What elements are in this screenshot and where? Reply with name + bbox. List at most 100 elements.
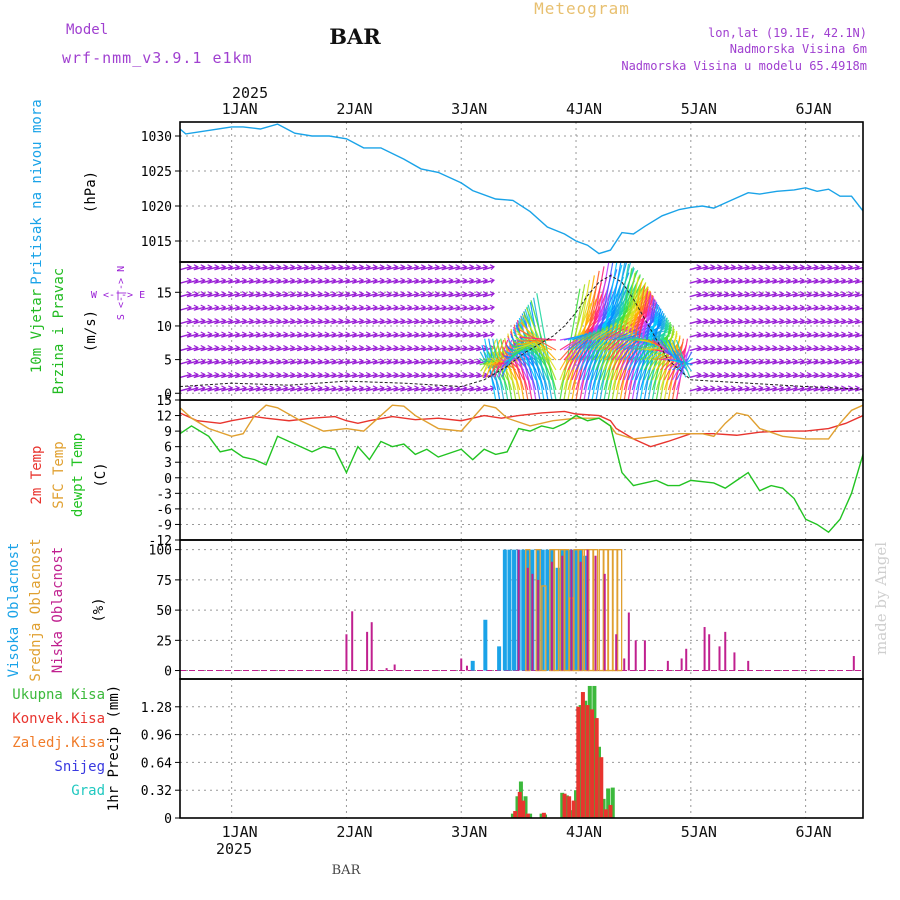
wind-arrow <box>434 279 447 284</box>
wind-arrow <box>469 360 481 365</box>
cloud-high-title: Visoka Oblacnost <box>6 543 22 678</box>
year-bottom: 2025 <box>216 840 252 858</box>
wind-arrow <box>193 279 205 284</box>
wind-arrow <box>180 373 192 379</box>
wind-arrow <box>413 360 426 365</box>
precip-conv-bar <box>525 813 530 818</box>
cloud-high-bar <box>564 549 569 671</box>
wind-arrow <box>241 333 254 338</box>
cloud-low-bar <box>634 640 637 671</box>
coords-text: lon,lat (19.1E, 42.1N) <box>708 26 867 40</box>
cloud-high-bar <box>507 549 512 671</box>
wind-arrow <box>352 360 364 365</box>
wind-arrow <box>372 319 385 325</box>
wind-arrow <box>393 346 405 352</box>
wind-arrow <box>386 306 398 311</box>
wind-arrow <box>758 387 770 392</box>
wind-arrow <box>400 346 412 352</box>
wind-arrow <box>413 279 426 284</box>
storm-wind-vector <box>611 272 636 400</box>
wind-arrow <box>737 346 750 352</box>
storm-wind-vector <box>559 295 587 391</box>
wind-arrow <box>696 292 708 298</box>
bottom-day-label: 4JAN <box>566 823 602 841</box>
precip-total-bar <box>564 795 569 818</box>
wind-arrow <box>317 333 329 338</box>
wind-arrow <box>689 319 701 325</box>
wind-arrow <box>221 373 233 379</box>
wind-arrow <box>744 360 756 365</box>
wind-arrow <box>427 319 440 325</box>
wind-arrow <box>854 307 863 311</box>
wind-arrow <box>806 373 818 379</box>
wind-arrow <box>317 373 329 379</box>
wind-arrow <box>290 387 302 392</box>
wind-arrow <box>710 292 722 298</box>
wind-arrow <box>180 360 192 365</box>
wind-arrow <box>779 360 791 365</box>
wind-arrow <box>427 266 440 271</box>
wind-arrow <box>317 279 329 284</box>
wind-arrow <box>772 373 784 379</box>
wind-arrow <box>386 360 398 365</box>
wind-arrow <box>296 266 309 271</box>
precip-total-bar <box>523 796 528 818</box>
wind-arrow <box>758 279 770 284</box>
wind-arrow <box>820 306 832 311</box>
wind-arrow <box>455 333 467 338</box>
wind-arrow <box>469 319 481 325</box>
wind-arrow <box>180 346 192 352</box>
wind-arrow <box>696 306 708 311</box>
wind-arrow <box>482 373 495 379</box>
wind-arrow <box>200 266 212 271</box>
wind-arrow <box>296 306 309 311</box>
bottom-day-label: 1JAN <box>222 823 258 841</box>
wind-arrow <box>310 266 323 271</box>
cloud-low-bar <box>852 656 855 671</box>
wind-arrow <box>200 319 212 325</box>
wind-arrow <box>214 360 226 365</box>
wind-arrow <box>338 306 350 311</box>
wind-arrow <box>841 292 853 298</box>
wind-arrow <box>269 387 281 392</box>
wind-arrowhead <box>869 319 873 324</box>
wind-arrow <box>730 266 743 271</box>
wind-arrow <box>283 333 295 338</box>
cloud-high-bar <box>521 549 526 671</box>
pressure-unit: (hPa) <box>83 171 99 213</box>
wind-arrow <box>751 279 763 284</box>
wind-arrow <box>352 319 364 325</box>
wind-arrow <box>696 387 708 392</box>
wind-arrow <box>324 279 336 284</box>
wind-arrow <box>827 306 839 311</box>
wind-arrow <box>269 360 281 365</box>
cloud-low-bar <box>708 634 711 671</box>
wind-arrow <box>221 279 233 284</box>
wind-arrow <box>331 266 343 271</box>
wind-arrow <box>413 346 426 352</box>
y-tick-label: 1025 <box>141 165 172 180</box>
dewpt-title: dewpt Temp <box>70 433 86 517</box>
cloud-low-bar <box>465 665 468 671</box>
precip-total-bar <box>578 705 583 818</box>
wind-arrow <box>310 373 323 379</box>
wind-arrow <box>262 373 274 379</box>
cloud-low-bar <box>517 549 520 671</box>
wind-arrow <box>221 292 233 298</box>
wind-arrow <box>448 279 460 284</box>
cloud-low-bar <box>351 611 354 671</box>
cloud-mid-bar <box>588 549 594 672</box>
storm-wind-vector <box>671 339 687 378</box>
wind-arrow <box>317 346 329 352</box>
wind-arrow <box>475 319 488 325</box>
wind-arrow <box>854 334 863 338</box>
wind-arrow <box>434 387 447 392</box>
precip-conv-bar <box>594 718 599 818</box>
wind-arrow <box>317 292 329 298</box>
wind-arrow <box>779 266 791 271</box>
wind-arrow <box>847 306 860 311</box>
precip-conv-bar <box>608 804 613 818</box>
model-name: wrf-nmm_v3.9.1 e1km <box>62 49 253 67</box>
wind-arrow <box>310 319 323 325</box>
wind-arrow <box>283 279 295 284</box>
